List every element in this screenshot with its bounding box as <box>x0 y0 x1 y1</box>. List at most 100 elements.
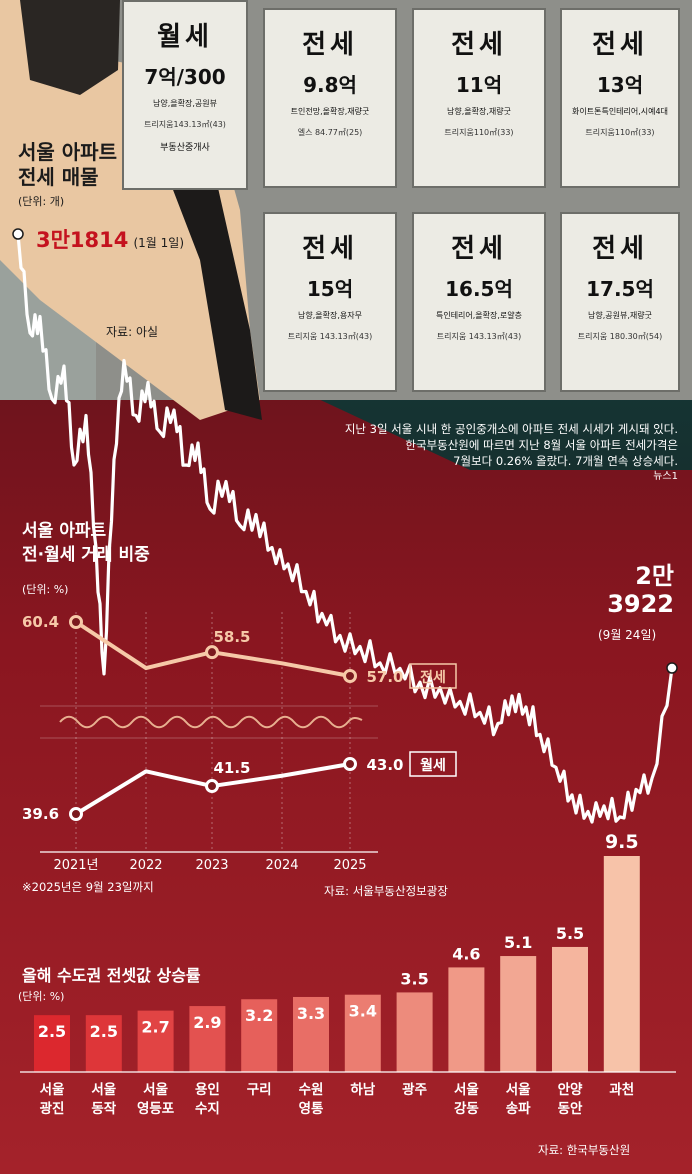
ratio-jeonse-point <box>205 645 219 660</box>
rise-category-label: 서울 <box>143 1081 168 1098</box>
rise-bar-value-label: 5.1 <box>504 933 532 952</box>
listing-sign: 전세 9.8억 트인전망,올확장,재량굿 엘스 84.77㎡(25) <box>263 8 397 188</box>
rise-bar-value-label: 4.6 <box>452 944 480 963</box>
ratio-x-tick-label: 2023 <box>195 858 228 873</box>
rise-category-label: 하남 <box>350 1081 375 1098</box>
listing-sign: 전세 17.5억 남향,공원뷰,재량굿 트리지움 180.30㎡(54) <box>560 212 680 392</box>
sign-type: 전세 <box>451 234 507 264</box>
listings-start-date: (1월 1일) <box>133 236 185 250</box>
listings-start-label: 3만1814 (1월 1일) <box>36 224 184 254</box>
ratio-wolse-data-label: 41.5 <box>213 759 250 777</box>
rise-bar-value-label: 3.4 <box>349 1002 377 1021</box>
ratio-source: 자료: 서울부동산정보광장 <box>324 884 448 898</box>
photo-credit: 뉴스1 <box>653 471 678 482</box>
sign-area: 트리지움110㎡(33) <box>444 128 514 137</box>
listings-end-point <box>666 662 678 674</box>
photo-caption: 지난 3일 서울 시내 한 공인중개소에 아파트 전세 시세가 게시돼 있다. … <box>300 421 678 485</box>
rise-bar <box>137 1010 174 1072</box>
rise-category-label: 용인 <box>195 1081 220 1098</box>
sign-extra: 부동산중개사 <box>160 143 210 153</box>
rise-category-label: 영등포 <box>137 1100 175 1117</box>
rise-category-label: 서울 <box>91 1081 116 1098</box>
sign-area: 트리지움110㎡(33) <box>585 128 655 137</box>
ratio-jeonse-point <box>69 615 83 629</box>
sign-type: 전세 <box>592 234 648 264</box>
listings-start-point <box>12 228 24 240</box>
rise-category-label: 송파 <box>506 1101 531 1117</box>
rise-category-label: 광주 <box>402 1081 427 1098</box>
ratio-wolse-point <box>205 779 219 794</box>
rise-bar <box>241 999 278 1072</box>
sign-detail: 남향,올확장,재량굿 <box>447 107 511 116</box>
sign-detail: 남향,올확장,용자무 <box>298 311 362 320</box>
sign-type: 전세 <box>302 30 358 60</box>
rise-category-label: 구리 <box>247 1082 272 1098</box>
rise-bar <box>500 956 537 1072</box>
caption-line: 지난 3일 서울 시내 한 공인중개소에 아파트 전세 시세가 게시돼 있다. <box>344 422 678 436</box>
ratio-title-line2: 전·월세 거래 비중 <box>22 545 150 565</box>
sign-price: 15억 <box>306 277 354 301</box>
caption-line: 한국부동산원에 따르면 지난 8월 서울 아파트 전세가격은 <box>405 438 678 452</box>
sign-price: 7억/300 <box>144 65 226 89</box>
rise-bar-value-label: 3.3 <box>297 1004 325 1023</box>
sign-detail: 남향,공원뷰,재량굿 <box>588 311 652 320</box>
listing-sign: 전세 13억 화이트톤특인테리어,시예4대 트리지움110㎡(33) <box>560 8 680 188</box>
sign-detail: 화이트톤특인테리어,시예4대 <box>572 107 668 116</box>
caption-line: 7월보다 0.26% 올랐다. 7개월 연속 상승세다. <box>453 454 678 468</box>
ratio-x-tick-label: 2022 <box>129 858 162 873</box>
rise-category-label: 광진 <box>40 1100 65 1117</box>
rise-bar-value-label: 2.5 <box>90 1022 118 1041</box>
rise-category-label: 과천 <box>609 1082 634 1098</box>
sign-area: 트리지움 143.13㎡(43) <box>436 332 522 341</box>
ratio-x-tick-label: 2024 <box>265 858 298 873</box>
sign-price: 11억 <box>455 73 503 97</box>
ratio-jeonse-point <box>343 669 357 683</box>
listing-sign: 전세 15억 남향,올확장,용자무 트리지움 143.13㎡(43) <box>263 212 397 392</box>
rise-bar-value-label: 9.5 <box>605 831 639 853</box>
ratio-jeonse-data-label: 60.4 <box>22 613 59 631</box>
sign-type: 월세 <box>157 22 213 52</box>
rise-category-label: 서울 <box>454 1081 479 1098</box>
ratio-note: ※2025년은 9월 23일까지 <box>22 880 154 894</box>
ratio-wolse-legend-label: 월세 <box>420 757 446 774</box>
listings-end-value-line2: 3922 <box>607 590 674 618</box>
listings-source: 자료: 아실 <box>106 325 159 339</box>
rise-category-label: 수원 <box>299 1082 324 1098</box>
rise-bar-value-label: 3.5 <box>400 969 428 988</box>
ratio-x-tick-label: 2025 <box>333 858 366 873</box>
rise-category-label: 서울 <box>40 1081 65 1098</box>
listings-title: 서울 아파트 전세 매물 <box>18 140 117 190</box>
rise-bar-value-label: 3.2 <box>245 1006 273 1025</box>
sign-area: 트리지움 143.13㎡(43) <box>287 332 373 341</box>
rise-bar <box>552 946 588 1072</box>
rise-bar-value-label: 2.5 <box>38 1022 66 1041</box>
rise-bar <box>34 1015 70 1072</box>
rise-bar-value-label: 2.9 <box>193 1013 221 1032</box>
rise-category-label: 서울 <box>506 1081 531 1098</box>
listings-title-line1: 서울 아파트 <box>18 140 117 164</box>
rise-bar <box>603 856 640 1072</box>
rise-category-label: 수지 <box>195 1101 220 1117</box>
rise-source: 자료: 한국부동산원 <box>538 1143 631 1157</box>
rise-bar-value-label: 2.7 <box>141 1018 169 1037</box>
ratio-wolse-legend-box <box>409 751 457 777</box>
listing-sign: 전세 11억 남향,올확장,재량굿 트리지움110㎡(33) <box>412 8 546 188</box>
rise-bar <box>85 1015 122 1072</box>
sign-area: 엘스 84.77㎡(25) <box>297 128 363 137</box>
sign-detail: 남양,을확장,공원뷰 <box>153 99 217 108</box>
listings-end-value-line1: 2만 <box>635 562 674 590</box>
ratio-x-tick-label: 2021년 <box>53 858 98 873</box>
ratio-wolse-point <box>343 757 357 771</box>
sign-area: 트리지움143.13㎡(43) <box>144 120 226 129</box>
rise-category-label: 동안 <box>558 1100 583 1117</box>
listings-start-value: 3만1814 <box>36 228 129 252</box>
rise-bar <box>293 996 329 1072</box>
ratio-unit: (단위: %) <box>22 583 69 596</box>
ratio-title: 서울 아파트 전·월세 거래 비중 <box>22 519 150 567</box>
ratio-wolse-point <box>69 807 83 821</box>
rise-bar <box>448 967 485 1072</box>
sign-area: 트리지움 180.30㎡(54) <box>577 332 663 341</box>
rise-category-label: 동작 <box>91 1100 116 1117</box>
sign-type: 전세 <box>592 30 648 60</box>
